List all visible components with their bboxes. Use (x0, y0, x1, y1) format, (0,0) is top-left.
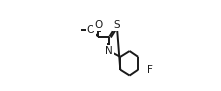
Text: O: O (87, 25, 95, 35)
Text: O: O (94, 20, 103, 30)
Text: F: F (147, 65, 153, 75)
Text: N: N (105, 46, 113, 56)
Text: S: S (113, 20, 120, 30)
